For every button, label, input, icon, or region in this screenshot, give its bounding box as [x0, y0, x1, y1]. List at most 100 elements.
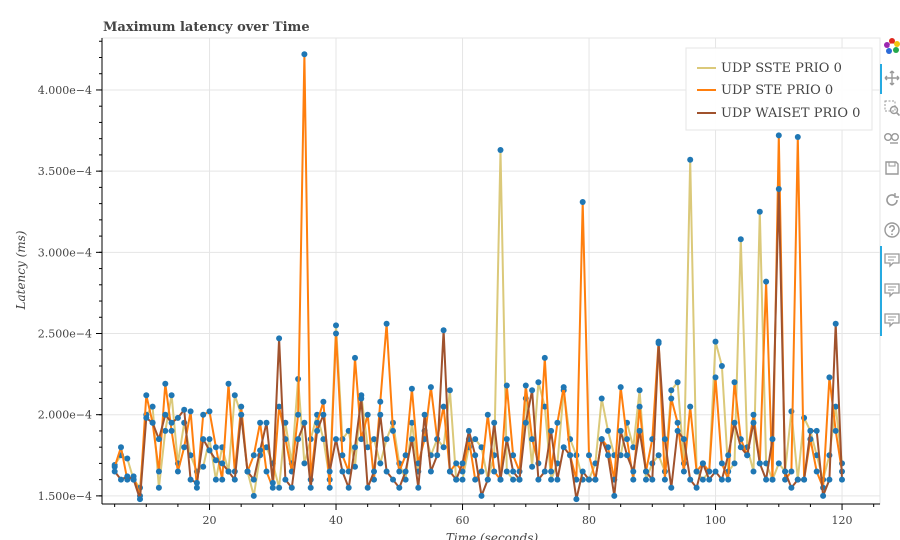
data-point[interactable]: [111, 463, 118, 470]
data-point[interactable]: [548, 468, 555, 475]
data-point[interactable]: [124, 455, 131, 462]
data-point[interactable]: [377, 411, 384, 418]
data-point[interactable]: [661, 476, 668, 483]
data-point[interactable]: [832, 403, 839, 410]
data-point[interactable]: [794, 134, 801, 140]
data-point[interactable]: [288, 484, 295, 491]
data-point[interactable]: [605, 427, 611, 434]
data-point[interactable]: [168, 427, 175, 434]
data-point[interactable]: [731, 460, 738, 467]
data-point[interactable]: [731, 379, 738, 386]
data-point[interactable]: [674, 379, 681, 386]
data-point[interactable]: [143, 392, 150, 399]
data-point[interactable]: [617, 384, 624, 391]
data-point[interactable]: [149, 419, 156, 426]
data-point[interactable]: [440, 327, 447, 334]
data-point[interactable]: [484, 411, 491, 418]
data-point[interactable]: [358, 436, 365, 443]
data-point[interactable]: [737, 236, 744, 243]
data-point[interactable]: [769, 476, 776, 483]
data-point[interactable]: [503, 468, 510, 475]
data-point[interactable]: [301, 51, 308, 58]
data-point[interactable]: [630, 444, 637, 451]
data-point[interactable]: [137, 496, 143, 503]
data-point[interactable]: [750, 468, 757, 475]
data-point[interactable]: [605, 452, 611, 459]
data-point[interactable]: [459, 476, 466, 483]
hover-icon[interactable]: [884, 282, 900, 298]
data-point[interactable]: [193, 484, 200, 491]
data-point[interactable]: [529, 387, 536, 394]
data-point[interactable]: [225, 468, 232, 475]
data-point[interactable]: [333, 322, 339, 329]
data-point[interactable]: [320, 398, 327, 405]
data-point[interactable]: [687, 476, 694, 483]
data-point[interactable]: [326, 484, 333, 491]
pan-icon[interactable]: [884, 70, 900, 86]
data-point[interactable]: [250, 476, 257, 483]
data-point[interactable]: [446, 468, 453, 475]
wheel-zoom-icon[interactable]: [884, 130, 900, 146]
data-point[interactable]: [548, 476, 555, 483]
data-point[interactable]: [560, 444, 567, 451]
data-point[interactable]: [263, 419, 270, 426]
data-point[interactable]: [712, 338, 719, 345]
data-point[interactable]: [231, 392, 238, 399]
data-point[interactable]: [478, 444, 485, 451]
data-point[interactable]: [111, 468, 118, 475]
data-point[interactable]: [510, 468, 517, 475]
data-point[interactable]: [269, 479, 276, 486]
data-point[interactable]: [250, 492, 257, 499]
data-point[interactable]: [491, 468, 498, 475]
data-point[interactable]: [712, 374, 719, 381]
data-point[interactable]: [143, 414, 150, 421]
data-point[interactable]: [149, 403, 156, 410]
data-point[interactable]: [345, 484, 352, 491]
data-point[interactable]: [187, 408, 194, 415]
data-point[interactable]: [383, 320, 390, 327]
data-point[interactable]: [706, 476, 713, 483]
data-point[interactable]: [744, 452, 751, 459]
data-point[interactable]: [181, 444, 188, 451]
data-point[interactable]: [257, 419, 264, 426]
box-zoom-icon[interactable]: [884, 100, 900, 116]
data-point[interactable]: [364, 444, 371, 451]
data-point[interactable]: [782, 468, 789, 475]
data-point[interactable]: [187, 476, 194, 483]
data-point[interactable]: [238, 403, 245, 410]
data-point[interactable]: [832, 320, 839, 327]
data-point[interactable]: [775, 460, 782, 467]
data-point[interactable]: [794, 476, 801, 483]
data-point[interactable]: [415, 484, 422, 491]
data-point[interactable]: [510, 476, 517, 483]
data-point[interactable]: [174, 414, 181, 421]
help-icon[interactable]: [884, 222, 900, 238]
data-point[interactable]: [465, 427, 472, 434]
data-point[interactable]: [459, 460, 466, 467]
data-point[interactable]: [725, 476, 732, 483]
data-point[interactable]: [339, 452, 346, 459]
data-point[interactable]: [826, 374, 833, 381]
data-point[interactable]: [453, 476, 460, 483]
data-point[interactable]: [301, 460, 308, 467]
data-point[interactable]: [775, 186, 782, 192]
data-point[interactable]: [364, 411, 371, 418]
data-point[interactable]: [630, 476, 637, 483]
data-point[interactable]: [560, 384, 567, 391]
data-point[interactable]: [718, 460, 725, 467]
data-point[interactable]: [586, 452, 592, 459]
data-point[interactable]: [276, 335, 283, 342]
data-point[interactable]: [402, 452, 409, 459]
data-point[interactable]: [408, 419, 415, 426]
data-point[interactable]: [573, 496, 580, 503]
data-point[interactable]: [763, 476, 770, 483]
data-point[interactable]: [788, 484, 795, 491]
data-point[interactable]: [592, 476, 599, 483]
data-point[interactable]: [339, 468, 346, 475]
save-icon[interactable]: [884, 160, 900, 176]
data-point[interactable]: [541, 403, 548, 410]
data-point[interactable]: [320, 436, 327, 443]
data-point[interactable]: [693, 468, 700, 475]
data-point[interactable]: [668, 395, 675, 402]
data-point[interactable]: [408, 436, 415, 443]
